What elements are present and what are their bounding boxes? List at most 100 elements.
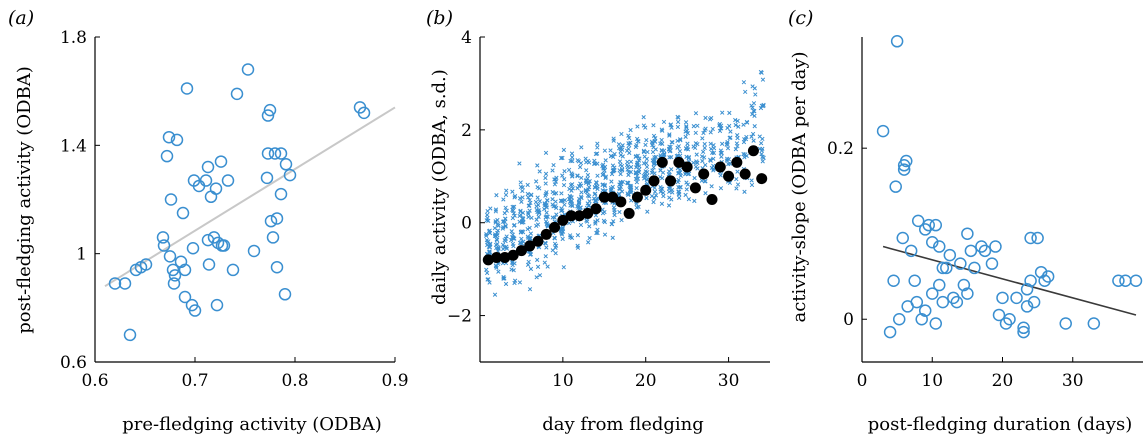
panel-b-daily-point — [600, 188, 605, 193]
panel-b-daily-point — [527, 252, 533, 257]
panel-b-daily-point — [519, 199, 524, 204]
panel-b-daily-point — [649, 193, 655, 199]
panel-b-daily-point — [575, 173, 580, 179]
panel-b-daily-point — [642, 154, 647, 159]
panel-b-daily-point — [553, 199, 558, 204]
panel-b-daily-point — [561, 183, 567, 188]
panel-b-daily-point — [702, 145, 707, 151]
panel-b-daily-point — [602, 148, 608, 153]
panel-b-daily-point — [562, 198, 568, 203]
panel-b-daily-point — [543, 175, 548, 181]
panel-c-xlabel: post-fledging duration (days) — [868, 414, 1133, 435]
panel-b-daily-point — [519, 220, 525, 225]
panel-a-data-point — [278, 288, 292, 301]
panel-b-daily-point — [542, 240, 548, 246]
panel-b-daily-point — [636, 204, 641, 209]
panel-b-daily-point — [510, 207, 515, 213]
panel-b-daily-point — [701, 149, 706, 154]
panel-b-daily-point — [709, 184, 714, 189]
panel-b-daily-point — [542, 201, 547, 206]
panel-b-daily-point — [678, 170, 683, 175]
panel-b-daily-point — [678, 173, 683, 178]
panel-b-daily-point — [545, 264, 550, 269]
panel-c-data-point — [1003, 312, 1016, 326]
panel-b-daily-point — [619, 217, 624, 223]
panel-b-daily-point — [526, 195, 531, 200]
panel-b-daily-point — [719, 141, 725, 146]
panel-b-mean-point — [648, 175, 660, 187]
panel-a-data-point — [170, 133, 184, 147]
panel-b-daily-point — [559, 191, 564, 196]
panel-b-mean-point — [731, 156, 743, 168]
panel-b-daily-point — [612, 212, 617, 218]
panel-c-data-point — [1010, 291, 1023, 305]
panel-b-daily-point — [691, 124, 696, 129]
panel-c-data-point — [911, 214, 925, 228]
panel-b-daily-point — [495, 217, 500, 223]
panel-b-daily-point — [711, 156, 716, 161]
panel-b-daily-point — [558, 198, 564, 203]
panel-b-daily-point — [735, 118, 740, 124]
panel-b-daily-point — [528, 231, 534, 236]
panel-a-data-point — [260, 171, 274, 185]
panel-b-daily-point — [485, 277, 490, 282]
panel-b-daily-point — [578, 222, 584, 228]
panel-b-daily-point — [660, 141, 665, 146]
panel-b-daily-point — [652, 171, 657, 176]
panel-b-daily-point — [544, 245, 549, 250]
panel-b-mean-point — [673, 156, 685, 168]
panel-b-daily-point — [487, 280, 492, 285]
panel-b-daily-point — [504, 188, 509, 193]
panel-b-daily-point — [653, 147, 658, 152]
panel-b-daily-point — [534, 217, 539, 222]
panel-b-daily-point — [742, 189, 747, 194]
panel-a-data-point — [163, 250, 177, 263]
panel-b-daily-point — [517, 196, 523, 201]
panel-c-data-point — [1034, 265, 1048, 279]
panel-b-daily-point — [650, 168, 655, 173]
panel-c-data-point — [887, 274, 900, 287]
panel-b-daily-point — [503, 236, 508, 241]
panel-b-daily-point — [686, 171, 692, 176]
panel-b-daily-point — [494, 237, 500, 243]
panel-b-daily-point — [727, 110, 732, 116]
panel-b-daily-point — [675, 124, 681, 130]
panel-b-daily-point — [725, 139, 730, 145]
panel-b-daily-point — [684, 180, 689, 185]
panel-a-data-point — [201, 160, 215, 174]
panel-a-data-point — [241, 63, 255, 76]
panel-b-daily-point — [635, 153, 640, 158]
panel-b-daily-point — [512, 195, 517, 200]
panel-b-daily-point — [512, 278, 518, 283]
panel-b-mean-point — [582, 207, 594, 219]
panel-b-daily-point — [703, 162, 708, 168]
panel-a-data-point — [261, 147, 275, 160]
panel-b-daily-point — [542, 260, 547, 265]
panel-b-daily-point — [634, 180, 640, 185]
panel-b-daily-point — [569, 235, 575, 241]
panel-b-mean-point — [681, 161, 693, 173]
panel-b-mean-point — [714, 161, 726, 173]
panel-b-daily-point — [559, 227, 564, 232]
panel-b-daily-point — [625, 180, 631, 185]
panel-b-daily-point — [685, 141, 690, 146]
panel-a-data-point — [230, 87, 244, 101]
panel-b-daily-point — [518, 184, 524, 190]
panel-b-mean-point — [656, 156, 668, 168]
panel-b-daily-point — [741, 151, 746, 157]
panel-b-daily-point — [494, 193, 499, 198]
panel-a-data-point — [202, 258, 216, 271]
panel-b-daily-point — [617, 182, 622, 187]
panel-b-daily-point — [575, 158, 580, 163]
panel-b-daily-point — [486, 239, 491, 244]
panel-b-daily-point — [492, 292, 498, 297]
panel-a-data-point — [279, 158, 293, 171]
panel-b-daily-point — [616, 142, 622, 147]
panel-b-daily-point — [643, 142, 648, 148]
panel-a-data-point — [266, 231, 280, 244]
panel-b-daily-point — [600, 182, 605, 188]
panel-b-daily-point — [644, 164, 650, 170]
panel-c-data-point — [890, 35, 904, 48]
